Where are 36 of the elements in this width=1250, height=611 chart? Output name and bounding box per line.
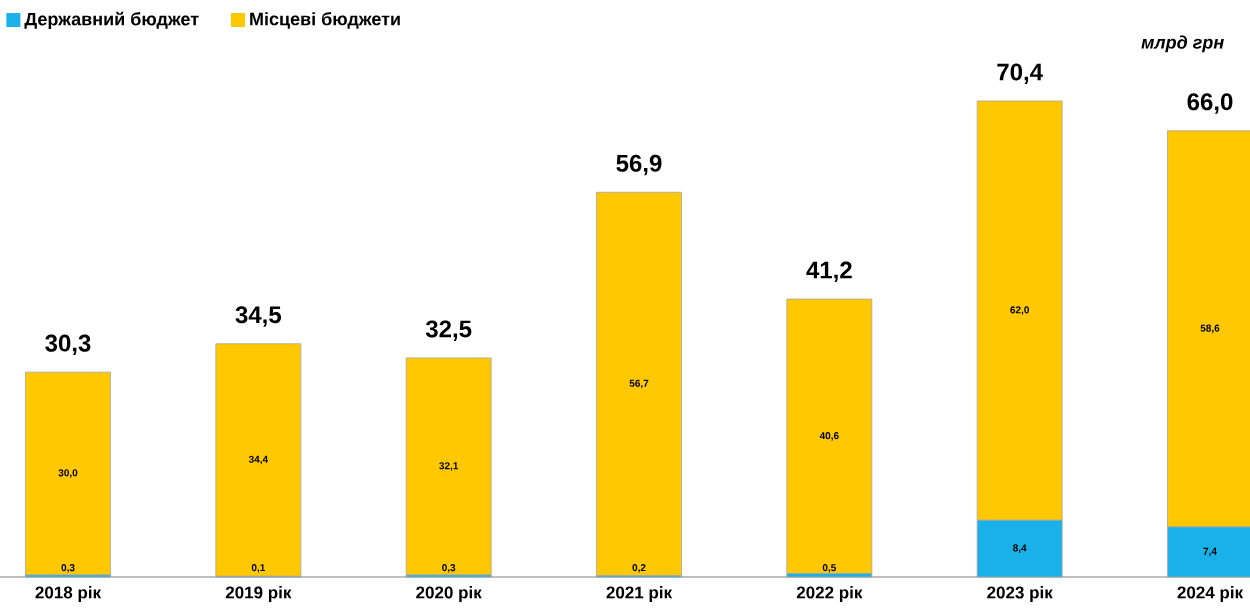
x-tick-label: 2019 рік [225, 586, 292, 602]
data-label: 32,1 [439, 462, 459, 471]
data-label: 0,5 [822, 564, 837, 573]
x-tick-label: 2020 рік [416, 586, 482, 602]
x-tick-label: 2018 рік [35, 586, 102, 602]
bar [25, 371, 111, 576]
total-label: 70,4 [997, 63, 1043, 84]
x-tick-label: 2021 рік [606, 586, 673, 602]
data-label: 0,3 [442, 564, 456, 573]
text: млрд грн [1141, 35, 1224, 53]
total-label: 66,0 [1187, 93, 1233, 114]
data-label: 56,7 [629, 379, 649, 389]
legend-label: Державний бюджет [24, 11, 199, 30]
data-label: 34,4 [248, 455, 268, 465]
data-label: 58,6 [1200, 324, 1220, 334]
data-label: 40,6 [819, 432, 839, 441]
bar [786, 298, 873, 575]
data-label: 62,0 [1010, 306, 1029, 315]
data-label: 0,3 [61, 564, 75, 573]
data-label: 7,4 [1203, 547, 1217, 557]
bar [405, 357, 492, 576]
total-label: 56,9 [616, 154, 662, 176]
data-label: 0,2 [632, 564, 646, 573]
total-label: 32,5 [425, 320, 472, 341]
x-tick-label: 2024 рік [1177, 586, 1244, 602]
x-tick-label: 2022 рік [796, 586, 863, 602]
legend-label: Місцеві бюджети [250, 11, 400, 29]
data-label: 8,4 [1013, 544, 1027, 553]
total-label: 34,5 [235, 306, 282, 327]
bar [596, 191, 682, 577]
total-label: 30,3 [45, 334, 91, 356]
data-label: 30,0 [58, 469, 78, 478]
bar [215, 343, 302, 577]
x-tick-label: 2023 рік [987, 586, 1053, 602]
data-label: 0,1 [251, 564, 265, 573]
total-label: 41,2 [806, 261, 852, 283]
